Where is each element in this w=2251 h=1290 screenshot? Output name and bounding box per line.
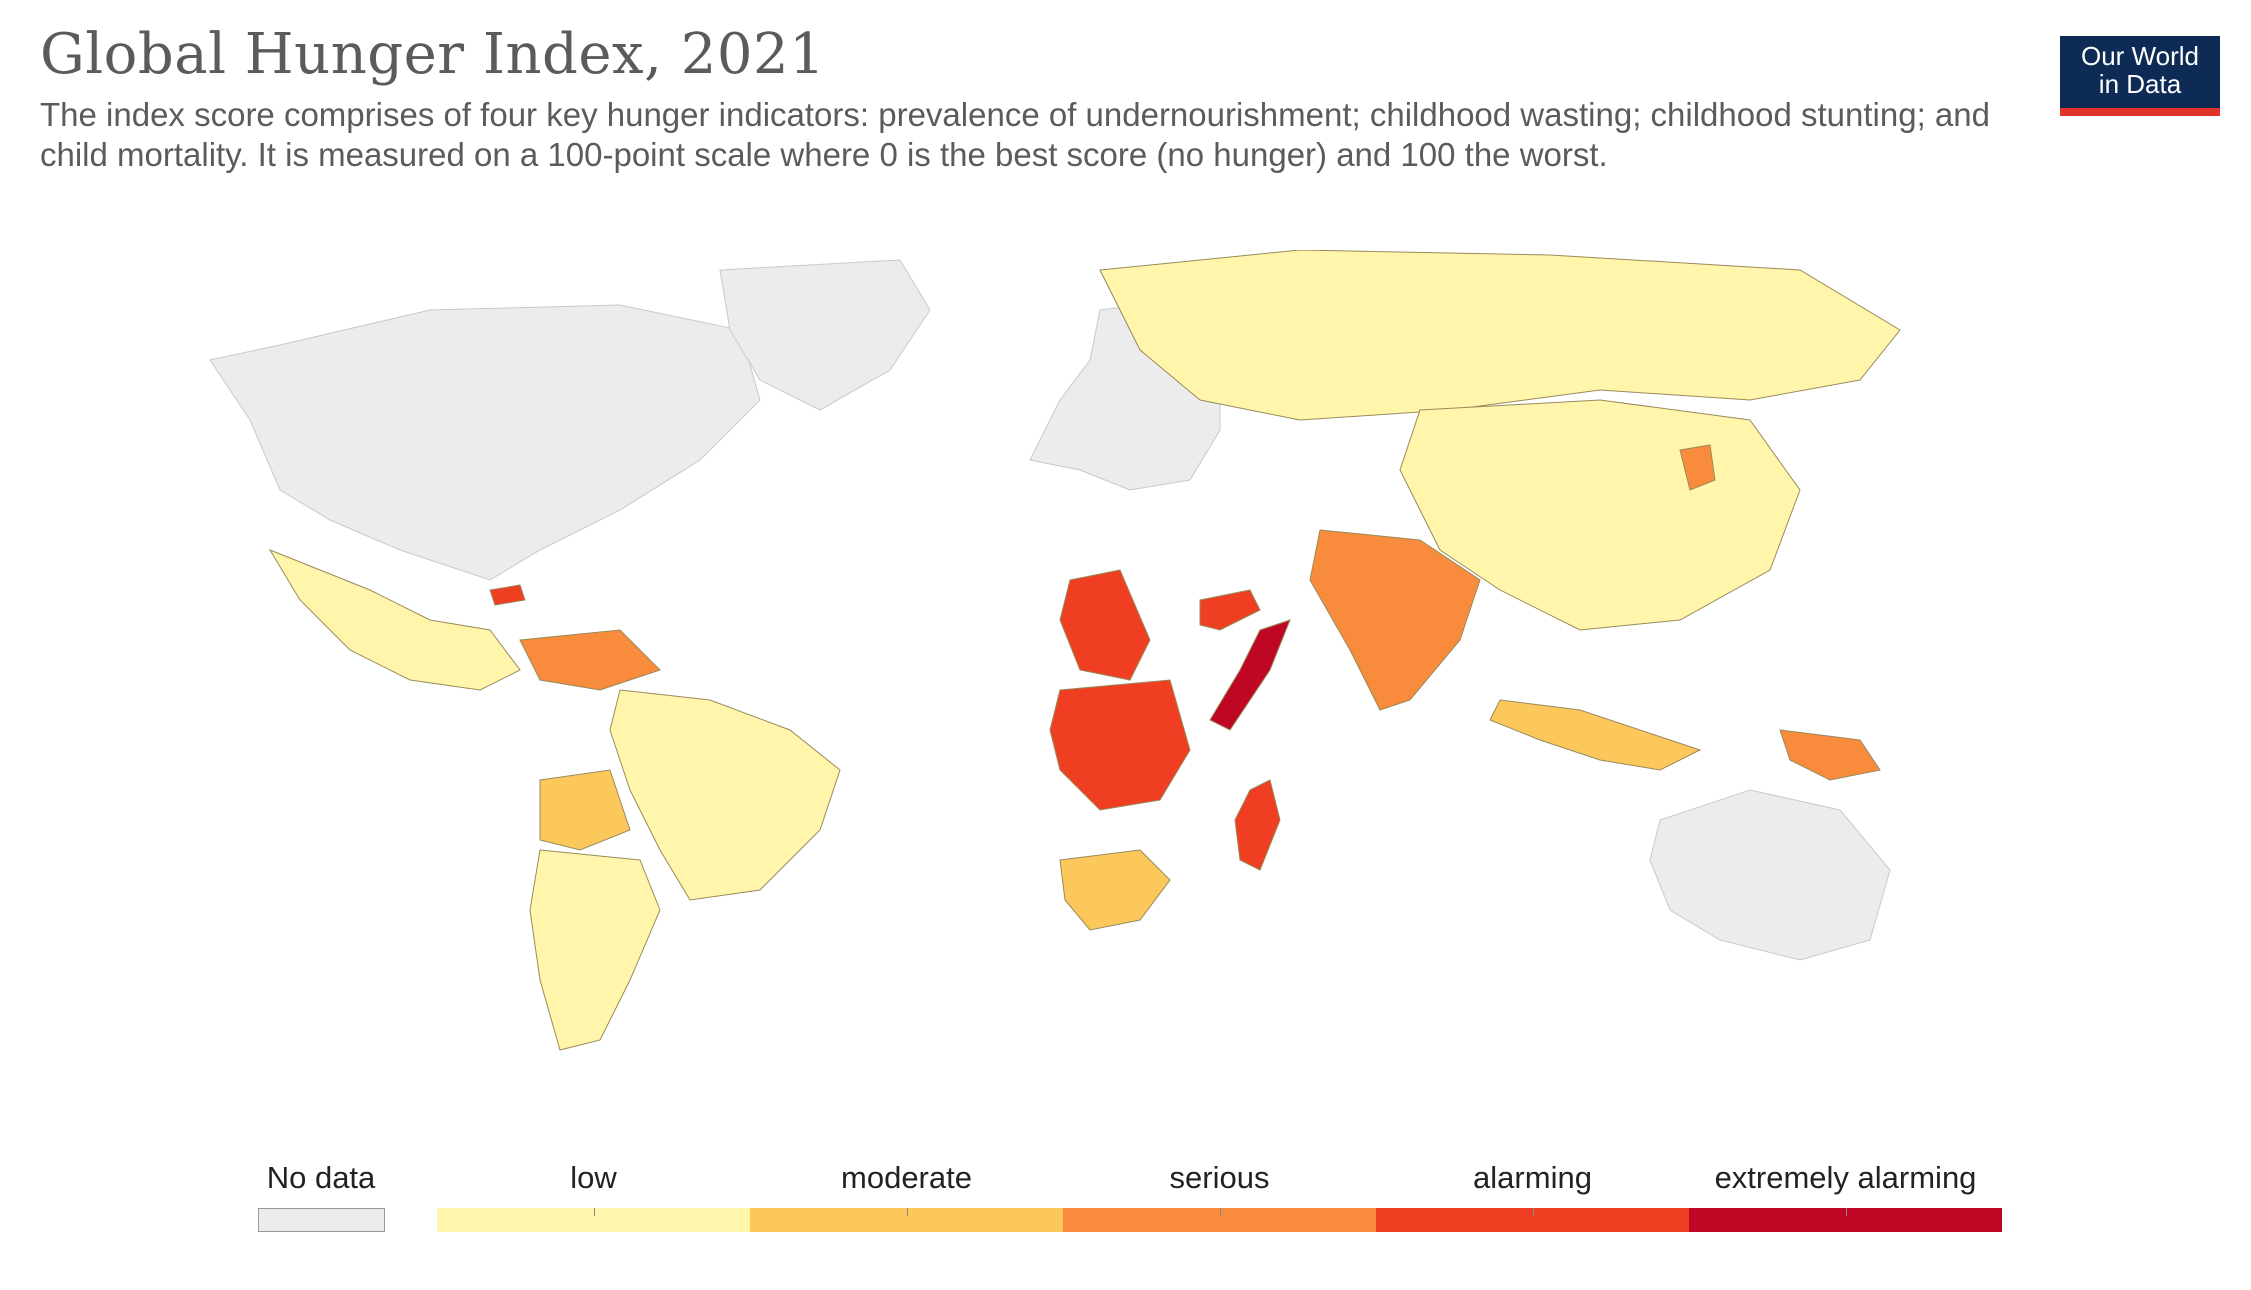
region-india[interactable]	[1309, 529, 1481, 711]
logo-accent-bar	[2060, 108, 2220, 116]
region-greenland[interactable]	[719, 259, 931, 411]
legend-tick	[906, 1208, 908, 1216]
region-somalia[interactable]	[1209, 619, 1291, 731]
legend-tick	[1219, 1208, 1221, 1216]
legend-tick	[593, 1208, 595, 1216]
legend-swatch-no-data	[258, 1208, 385, 1232]
legend-label-no-data: No data	[266, 1160, 376, 1195]
chart-title: Global Hunger Index, 2021	[40, 22, 826, 87]
region-north-korea[interactable]	[1679, 444, 1716, 491]
region-brazil[interactable]	[609, 689, 841, 901]
legend-tick	[1532, 1208, 1534, 1216]
legend-label-low: low	[570, 1160, 617, 1195]
legend-label-moderate: moderate	[841, 1160, 972, 1195]
logo-line-2: in Data	[2098, 69, 2182, 99]
logo-line-1: Our World	[2081, 41, 2199, 71]
legend: No data low moderate serious alarming extrem…	[0, 1160, 2251, 1240]
legend-label-alarming: alarming	[1473, 1160, 1592, 1195]
region-indonesia[interactable]	[1489, 699, 1702, 771]
region-yemen[interactable]	[1199, 589, 1261, 631]
region-chad[interactable]	[1059, 569, 1151, 681]
region-north-america[interactable]	[209, 304, 761, 581]
region-haiti[interactable]	[489, 584, 526, 606]
chart-subtitle: The index score comprises of four key hu…	[40, 96, 1990, 173]
region-dr-congo[interactable]	[1049, 679, 1191, 811]
legend-label-extremely-alarming: extremely alarming	[1714, 1160, 1977, 1195]
region-madagascar[interactable]	[1234, 779, 1281, 871]
legend-tick	[1845, 1208, 1847, 1216]
region-mexico[interactable]	[268, 548, 521, 691]
legend-label-serious: serious	[1169, 1160, 1270, 1195]
world-map	[209, 250, 1901, 1051]
region-south-africa[interactable]	[1059, 849, 1171, 931]
region-venezuela[interactable]	[519, 629, 661, 691]
region-bolivia[interactable]	[539, 769, 631, 851]
owid-logo[interactable]: Our World in Data	[2060, 36, 2220, 116]
region-argentina[interactable]	[529, 849, 661, 1051]
map-regions	[209, 250, 1901, 1051]
region-australia[interactable]	[1649, 789, 1891, 961]
region-papua-new-guinea[interactable]	[1779, 729, 1881, 781]
region-russia[interactable]	[1099, 250, 1901, 421]
